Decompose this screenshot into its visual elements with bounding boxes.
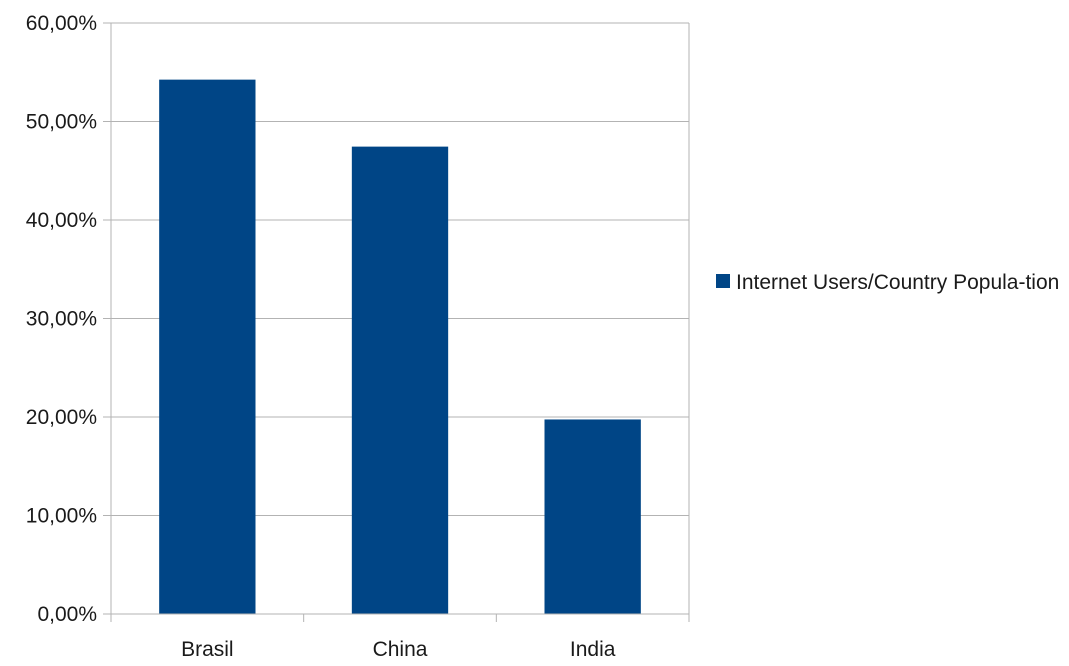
y-tick-label: 10,00% [26,505,97,528]
bar [351,146,449,614]
y-tick-label: 20,00% [26,406,97,429]
y-tick-label: 0,00% [37,603,97,626]
bar [159,79,256,614]
y-tick-label: 50,00% [26,111,97,134]
x-tick-label: Brasil [181,638,234,661]
y-tick-label: 60,00% [26,12,97,35]
y-tick-label: 30,00% [26,308,97,331]
x-tick-labels: Brasil China India [181,638,616,661]
bar [544,419,641,614]
legend-swatch [716,274,730,288]
legend-label: Internet Users/Country Popula-­tion [736,271,1060,294]
axes [103,22,690,622]
y-tick-label: 40,00% [26,209,97,232]
y-tick-labels: 0,00% 10,00% 20,00% 30,00% 40,00% 50,00% 60,00… [26,12,97,626]
x-tick-label: India [570,638,616,661]
x-tick-label: China [373,638,428,661]
legend: Internet Users/Country Popula-­tion [716,268,1061,298]
bars [159,79,641,614]
